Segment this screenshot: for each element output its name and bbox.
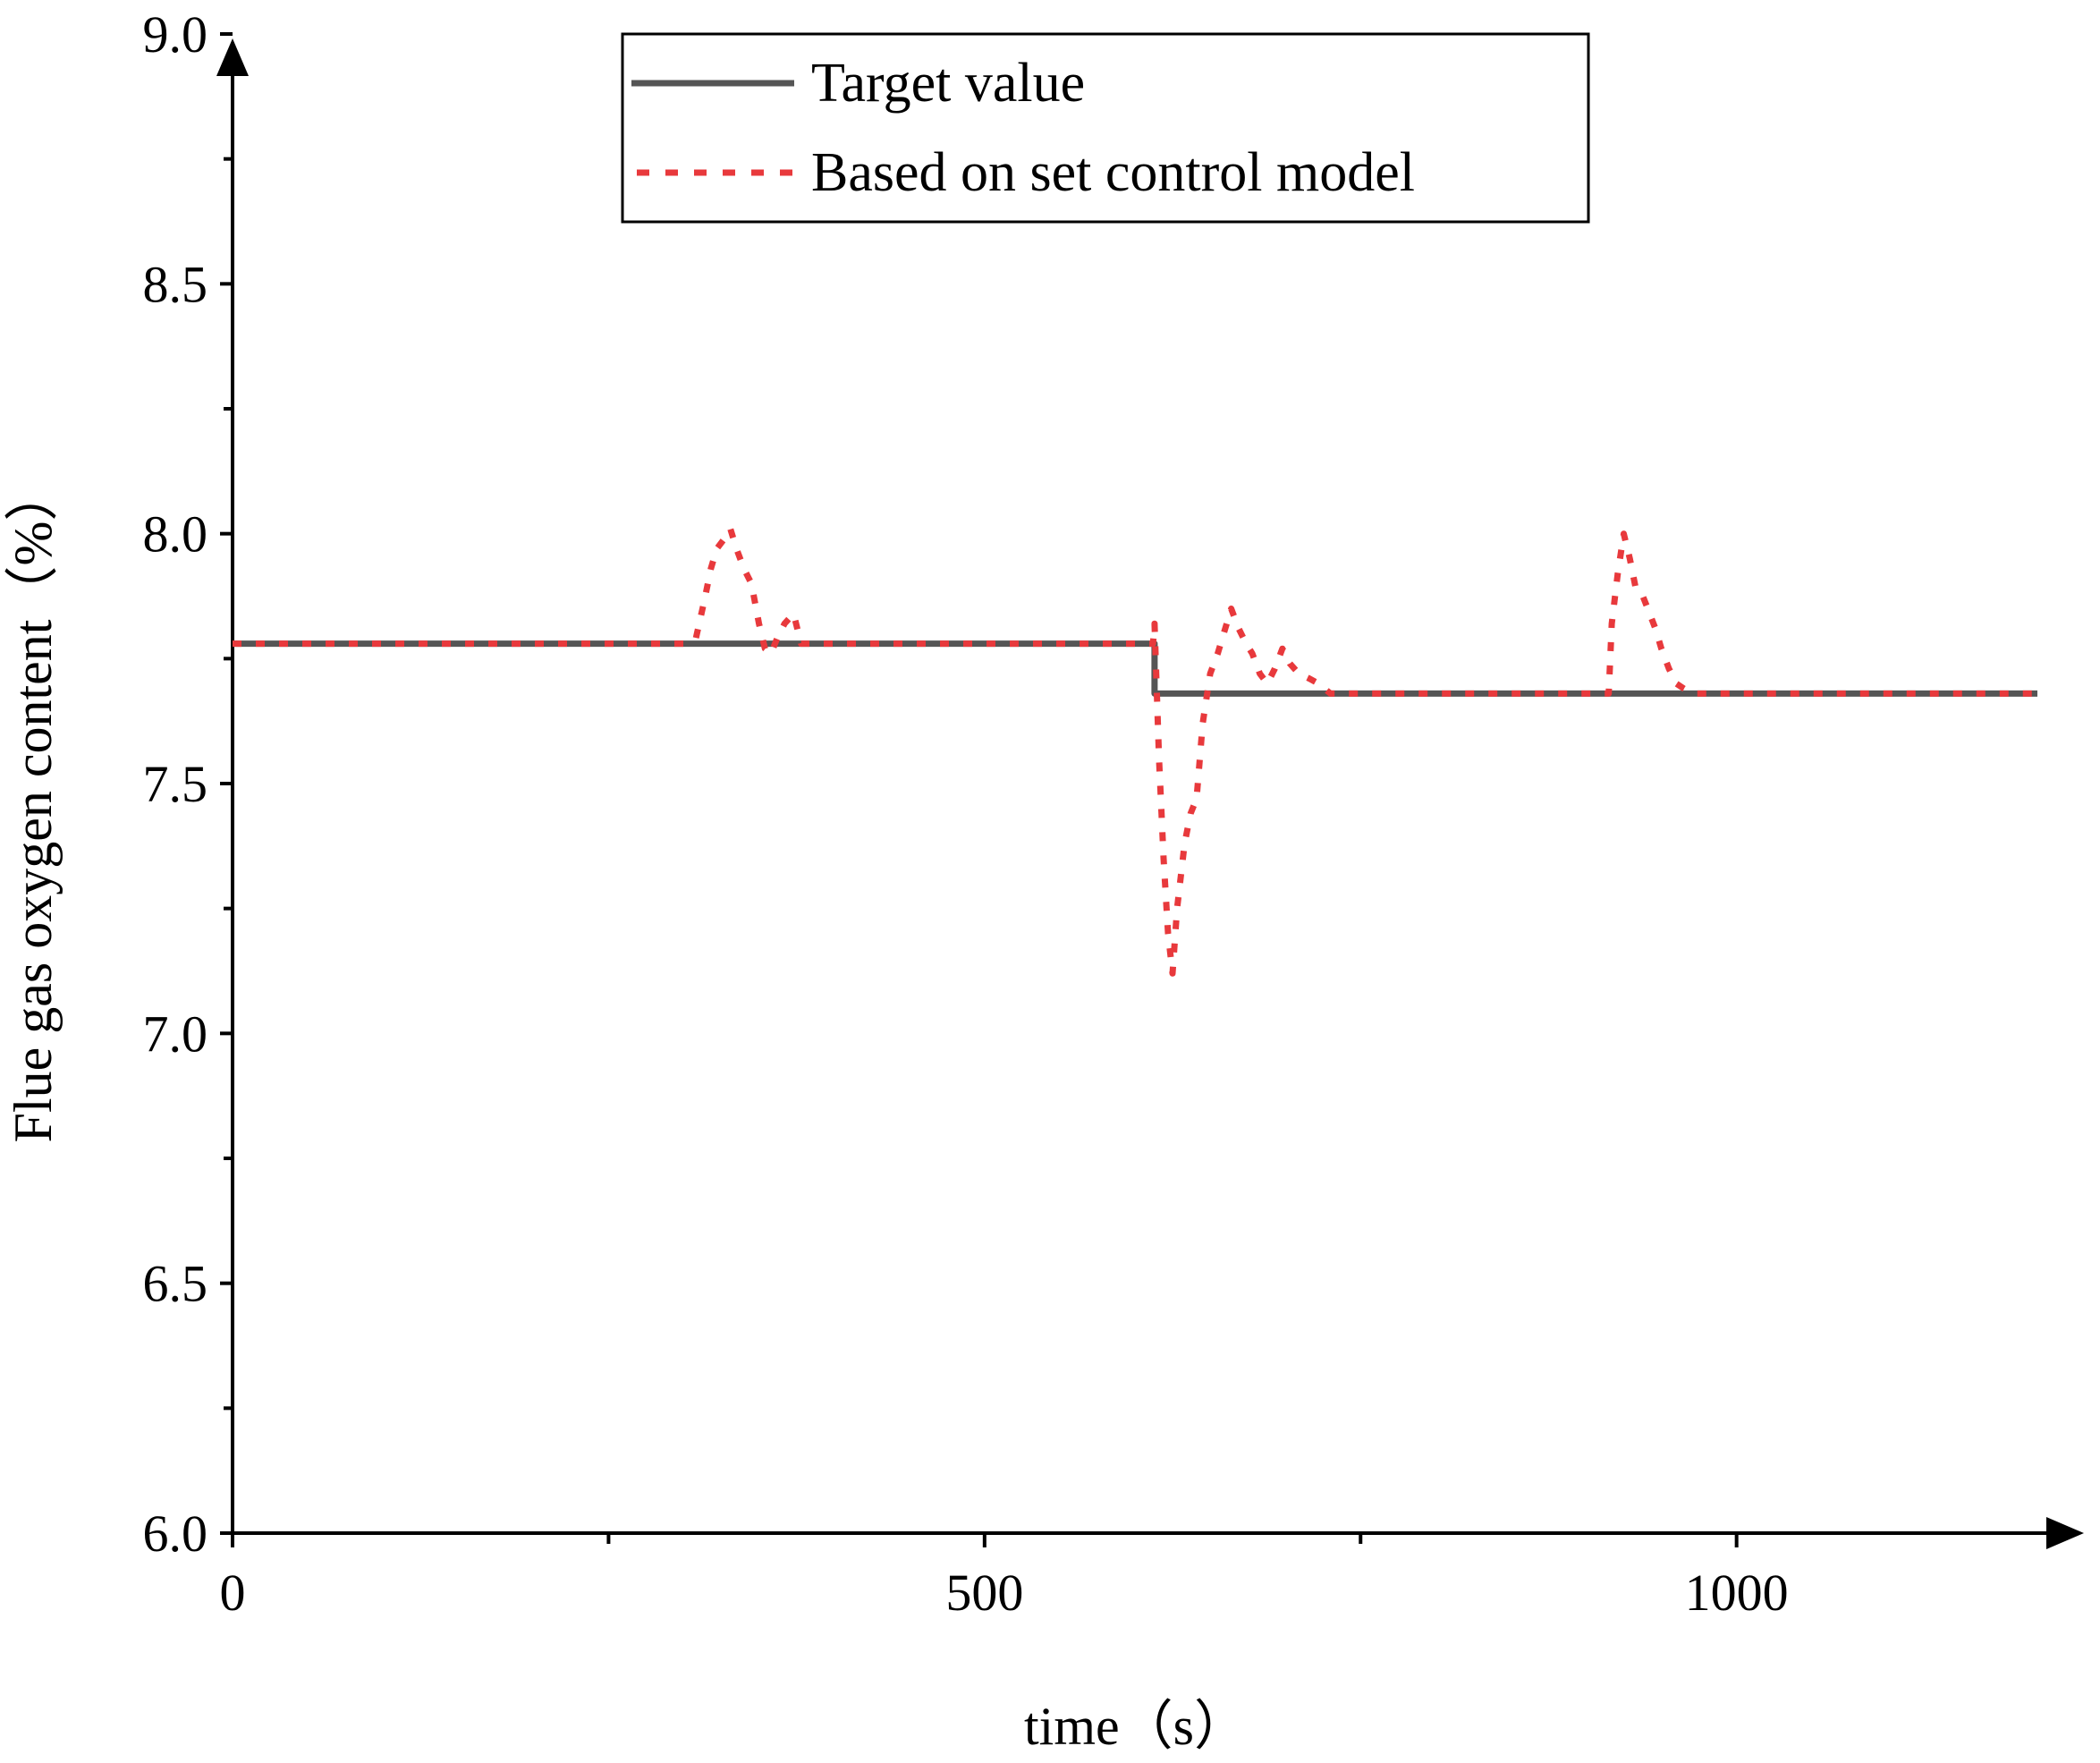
x-tick-label: 0 bbox=[220, 1564, 246, 1622]
y-tick-label: 9.0 bbox=[143, 5, 208, 64]
legend: Target value Based on set control model bbox=[621, 32, 1590, 224]
y-tick-label: 7.5 bbox=[143, 755, 208, 813]
y-tick-label: 6.0 bbox=[143, 1504, 208, 1563]
axes: 6.0 6.5 7.0 7.5 8.0 8.5 9.0 0 500 1000 bbox=[143, 5, 2084, 1622]
y-axis-arrow-icon bbox=[216, 38, 249, 76]
x-tick-label: 500 bbox=[945, 1564, 1023, 1622]
x-tick-label: 1000 bbox=[1685, 1564, 1789, 1622]
series-line-target-value bbox=[233, 640, 2037, 697]
y-axis-title: Flue gas oxygen content（%） bbox=[4, 468, 63, 1143]
x-axis-title: time（s） bbox=[1024, 1697, 1248, 1756]
legend-box bbox=[621, 32, 1590, 224]
y-tick-label: 8.5 bbox=[143, 255, 208, 313]
x-axis-arrow-icon bbox=[2046, 1517, 2084, 1549]
y-tick-label: 7.0 bbox=[143, 1004, 208, 1063]
legend-label-target-value: Target value bbox=[811, 53, 1085, 114]
legend-label-set-control-model: Based on set control model bbox=[811, 142, 1415, 203]
plot-area bbox=[233, 525, 2037, 977]
y-tick-label: 6.5 bbox=[143, 1255, 208, 1313]
series-line-set-control-model bbox=[233, 525, 2037, 977]
y-tick-label: 8.0 bbox=[143, 505, 208, 564]
